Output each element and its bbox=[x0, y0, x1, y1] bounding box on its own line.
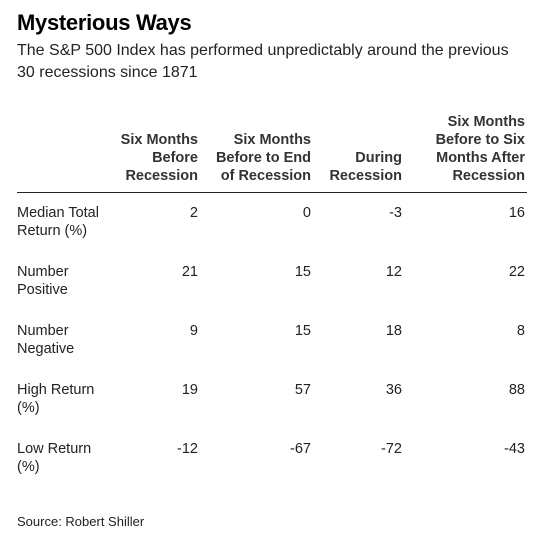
table-header: Six Months Before Recession Six Months B… bbox=[17, 104, 527, 193]
table-cell: 9 bbox=[189, 323, 198, 339]
table-cell: 15 bbox=[294, 323, 311, 339]
table-cell: -72 bbox=[381, 441, 402, 457]
row-label: Number Negative bbox=[17, 323, 75, 357]
returns-table: Six Months Before Recession Six Months B… bbox=[17, 104, 527, 488]
table-cell: -12 bbox=[177, 441, 198, 457]
column-header: Six Months Before Recession bbox=[120, 132, 198, 184]
table-cell: -67 bbox=[290, 441, 311, 457]
row-label: Median Total Return (%) bbox=[17, 205, 99, 239]
table-cell: 22 bbox=[508, 264, 525, 280]
table-cell: 16 bbox=[508, 205, 525, 221]
table-cell: 21 bbox=[181, 264, 198, 280]
table-cell: -3 bbox=[389, 205, 402, 221]
column-header: Six Months Before to End of Recession bbox=[215, 132, 311, 184]
row-label: High Return (%) bbox=[17, 382, 95, 416]
table-cell: 19 bbox=[181, 382, 198, 398]
table-cell: 0 bbox=[302, 205, 311, 221]
table-cell: 2 bbox=[189, 205, 198, 221]
table-cell: 18 bbox=[385, 323, 402, 339]
chart-subtitle: The S&P 500 Index has performed unpredic… bbox=[17, 42, 509, 81]
table-cell: 8 bbox=[516, 323, 525, 339]
table-row: Median Total Return (%) 2 0 -3 16 bbox=[17, 193, 527, 252]
source-note: Source: Robert Shiller bbox=[17, 514, 145, 529]
table-row: High Return (%) 19 57 36 88 bbox=[17, 370, 527, 429]
table-cell: 88 bbox=[508, 382, 525, 398]
table-cell: 36 bbox=[385, 382, 402, 398]
table-cell: 12 bbox=[385, 264, 402, 280]
chart-title: Mysterious Ways bbox=[17, 10, 192, 35]
row-label: Low Return (%) bbox=[17, 441, 92, 475]
table-cell: 57 bbox=[294, 382, 311, 398]
column-header: Six Months Before to Six Months After Re… bbox=[435, 114, 525, 184]
table-cell: 15 bbox=[294, 264, 311, 280]
column-header: During Recession bbox=[329, 150, 402, 184]
row-label: Number Positive bbox=[17, 264, 69, 298]
table-cell: -43 bbox=[504, 441, 525, 457]
table-row: Number Positive 21 15 12 22 bbox=[17, 252, 527, 311]
table-row: Number Negative 9 15 18 8 bbox=[17, 311, 527, 370]
table-row: Low Return (%) -12 -67 -72 -43 bbox=[17, 429, 527, 488]
